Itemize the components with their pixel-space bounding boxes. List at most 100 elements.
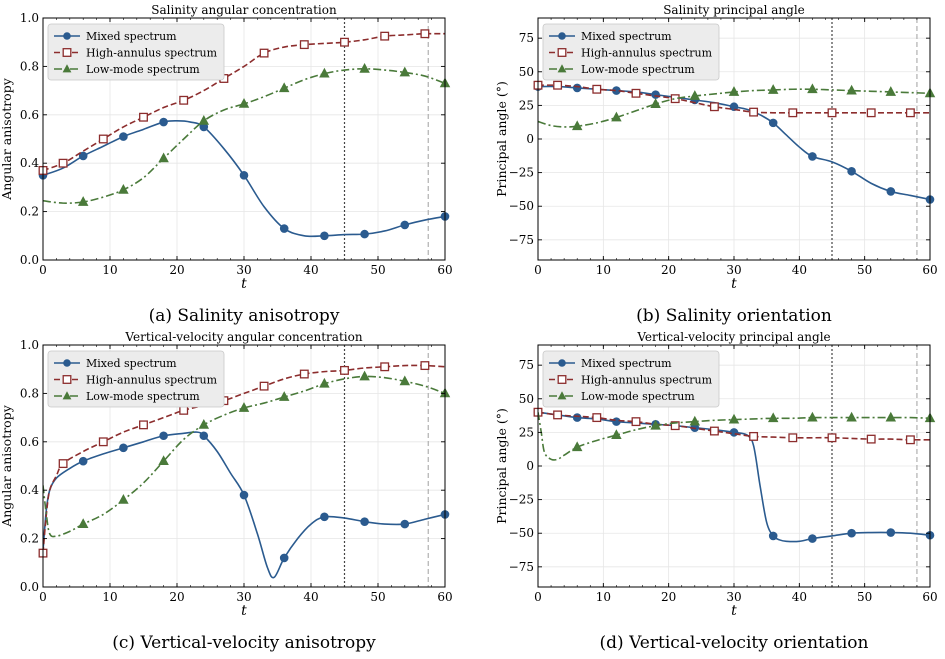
chart-caption-b: (b) Salinity orientation — [636, 306, 832, 326]
marker-high — [420, 29, 430, 39]
marker-mixed — [729, 102, 739, 112]
x-axis-label: t — [241, 276, 247, 292]
x-tick-label: 50 — [370, 590, 385, 604]
marker-low — [399, 66, 411, 77]
legend-marker-mixed — [558, 359, 566, 367]
y-tick-label: 0.2 — [20, 532, 39, 546]
y-tick-label: 0 — [526, 459, 534, 473]
marker-low — [571, 441, 583, 452]
marker-high — [709, 102, 719, 112]
marker-mixed — [808, 152, 817, 161]
marker-high — [259, 48, 269, 58]
chart-panel-d: 0 10 20 30 40 50 60 −75 −50 −25 0 25 50 75 Vertical-ve… — [472, 327, 945, 659]
legend-marker-low — [557, 391, 567, 400]
x-tick-label: 60 — [922, 590, 937, 604]
y-tick-label: −50 — [509, 526, 534, 540]
marker-high — [58, 158, 68, 168]
marker-low — [728, 86, 740, 96]
marker-high — [631, 417, 641, 427]
chart-svg-c: 0 10 20 30 40 50 60 0.0 0.2 0.4 0.6 0.8 1.0 Vertical-… — [0, 330, 453, 619]
marker-low — [198, 419, 210, 429]
marker-low — [238, 98, 250, 108]
marker-high — [631, 88, 641, 98]
legend-label: Low-mode spectrum — [86, 63, 200, 76]
legend-box — [47, 23, 225, 81]
marker-mixed — [651, 90, 660, 99]
marker-high — [299, 369, 309, 379]
marker-high — [670, 421, 680, 431]
marker-low — [650, 98, 661, 108]
marker-low — [158, 455, 169, 466]
marker-low — [767, 412, 779, 423]
chart-title: Vertical-velocity angular concentration — [124, 330, 362, 344]
y-tick-label: −25 — [509, 166, 534, 180]
legend-marker-low — [62, 391, 72, 400]
series-line-high — [538, 411, 930, 441]
legend-marker-mixed — [558, 32, 566, 40]
marker-mixed — [886, 187, 896, 196]
marker-high — [58, 459, 68, 469]
marker-low — [689, 90, 701, 100]
x-tick-label: 30 — [726, 590, 741, 604]
legend-marker-mixed — [63, 32, 71, 40]
marker-low — [77, 518, 89, 528]
legend-label: High-annulus spectrum — [86, 47, 218, 60]
marker-high — [749, 107, 759, 117]
series-line-mixed — [43, 120, 445, 238]
y-tick-label: −75 — [509, 560, 534, 574]
series-line-low — [538, 88, 930, 128]
x-tick-label: 20 — [661, 590, 676, 604]
legend-marker-low — [62, 64, 72, 73]
legend-marker-high — [557, 375, 567, 384]
x-tick-label: 10 — [102, 590, 117, 604]
marker-high — [866, 108, 876, 118]
legend-label: Low-mode spectrum — [86, 390, 200, 403]
x-tick-label: 20 — [169, 263, 184, 277]
legend-label: High-annulus spectrum — [581, 47, 713, 60]
legend: Mixed spectrum High-annulus spectrum Low-m… — [47, 23, 225, 81]
marker-low — [319, 67, 330, 78]
y-tick-label: 75 — [519, 358, 534, 372]
marker-high — [340, 37, 349, 47]
marker-mixed — [847, 528, 856, 538]
legend: Mixed spectrum High-annulus spectrum Low-m… — [47, 350, 225, 408]
marker-mixed — [572, 83, 582, 93]
marker-high — [380, 31, 390, 41]
marker-mixed — [199, 431, 209, 441]
legend: Mixed spectrum High-annulus spectrum Low-m… — [542, 23, 720, 81]
legend-label: Mixed spectrum — [581, 30, 672, 43]
marker-mixed — [400, 519, 410, 529]
marker-mixed — [239, 171, 249, 180]
legend-label: Mixed spectrum — [581, 357, 672, 370]
y-axis-label: Principal angle (°) — [494, 81, 509, 197]
y-tick-label: 0.6 — [20, 108, 39, 122]
y-tick-label: −25 — [509, 493, 534, 507]
marker-high — [299, 40, 309, 50]
marker-mixed — [768, 531, 778, 541]
legend-marker-low — [557, 64, 567, 73]
marker-low — [650, 419, 661, 430]
x-tick-label: 20 — [169, 590, 184, 604]
marker-mixed — [360, 229, 369, 239]
legend-marker-high — [62, 375, 72, 384]
chart-title: Salinity principal angle — [663, 3, 805, 17]
marker-high — [139, 420, 148, 430]
marker-high — [905, 108, 915, 118]
marker-high — [788, 433, 798, 443]
y-tick-label: 75 — [519, 31, 534, 45]
marker-low — [689, 415, 701, 426]
x-tick-label: 50 — [857, 590, 872, 604]
marker-low — [278, 391, 290, 401]
chart-title: Vertical-velocity principal angle — [636, 330, 830, 344]
marker-low — [238, 402, 250, 412]
marker-mixed — [119, 443, 128, 453]
x-tick-label: 30 — [236, 590, 251, 604]
marker-high — [553, 80, 563, 90]
marker-low — [198, 114, 210, 125]
y-tick-label: 0.4 — [20, 483, 39, 497]
marker-high — [98, 134, 108, 144]
marker-mixed — [847, 166, 856, 176]
legend-box — [542, 350, 720, 408]
marker-high — [709, 426, 719, 436]
chart-panel-b: 0 10 20 30 40 50 60 −75 −50 −25 0 25 50 75 Salinity pr… — [472, 0, 945, 330]
